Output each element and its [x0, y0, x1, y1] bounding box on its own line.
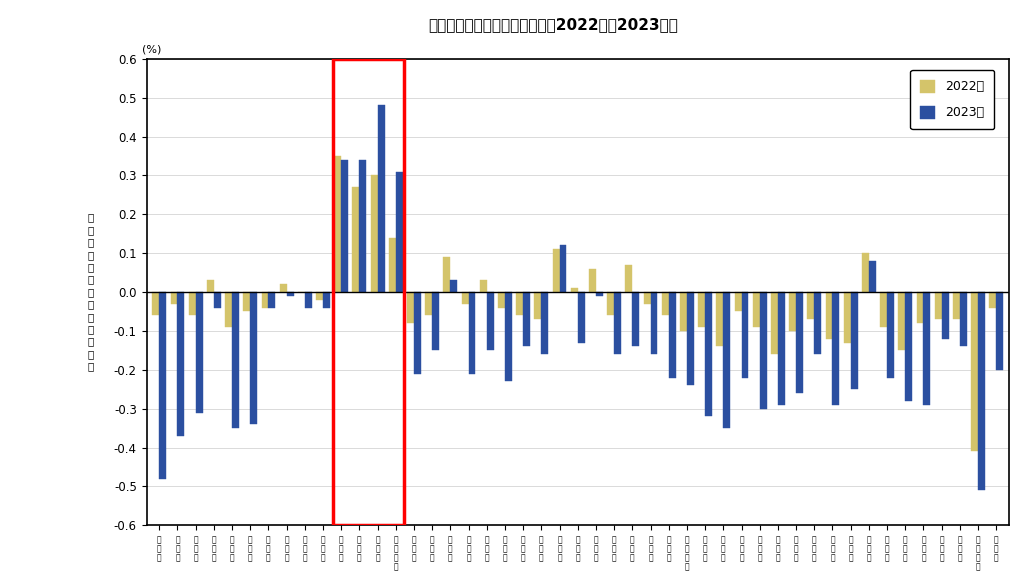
Bar	[753, 292, 760, 327]
Bar	[443, 257, 451, 292]
Bar	[734, 292, 741, 312]
Bar	[535, 292, 542, 319]
Bar	[916, 292, 924, 323]
Bar	[160, 292, 166, 479]
Bar	[680, 292, 687, 331]
Bar	[807, 292, 814, 319]
Bar	[607, 292, 614, 315]
Bar	[469, 292, 475, 374]
Bar	[833, 292, 840, 405]
Bar	[486, 292, 494, 350]
Bar	[244, 292, 250, 312]
Bar	[207, 280, 214, 292]
Bar	[462, 292, 469, 304]
Bar	[153, 292, 160, 315]
Bar	[333, 59, 403, 525]
Bar	[261, 292, 268, 308]
Bar	[578, 292, 585, 343]
Bar	[953, 292, 959, 319]
Legend: 2022年, 2023年: 2022年, 2023年	[910, 70, 994, 130]
Bar	[633, 292, 639, 346]
Bar	[959, 292, 967, 346]
Bar	[553, 249, 559, 292]
Text: 図３　都道府県別転入超過率（2022年、2023年）: 図３ 都道府県別転入超過率（2022年、2023年）	[428, 18, 678, 33]
Bar	[669, 292, 676, 377]
Bar	[268, 292, 275, 308]
Bar	[862, 253, 869, 292]
Bar	[851, 292, 858, 389]
Bar	[559, 246, 566, 292]
Bar	[432, 292, 439, 350]
Bar	[323, 292, 330, 308]
Bar	[352, 187, 359, 292]
Bar	[687, 292, 694, 386]
Bar	[177, 292, 184, 436]
Bar	[214, 292, 221, 308]
Bar	[905, 292, 912, 401]
Bar	[188, 292, 196, 315]
Bar	[589, 269, 596, 292]
Bar	[650, 292, 657, 355]
Bar	[706, 292, 712, 417]
Bar	[614, 292, 622, 355]
Bar	[378, 105, 385, 292]
Bar	[989, 292, 996, 308]
Bar	[971, 292, 978, 451]
Bar	[305, 292, 311, 308]
Bar	[723, 292, 730, 428]
Bar	[924, 292, 931, 405]
Bar	[171, 292, 177, 304]
Bar	[881, 292, 887, 327]
Bar	[480, 280, 486, 292]
Bar	[978, 292, 985, 490]
Bar	[316, 292, 323, 300]
Bar	[523, 292, 530, 346]
Bar	[626, 265, 633, 292]
Bar	[935, 292, 942, 319]
Text: (%): (%)	[142, 44, 162, 54]
Bar	[425, 292, 432, 315]
Bar	[414, 292, 421, 374]
Bar	[741, 292, 749, 377]
Bar	[717, 292, 723, 346]
Bar	[771, 292, 778, 355]
Bar	[825, 292, 833, 339]
Bar	[232, 292, 239, 428]
Bar	[389, 238, 396, 292]
Bar	[359, 160, 367, 292]
Bar	[334, 156, 341, 292]
Bar	[596, 292, 603, 296]
Bar	[869, 261, 876, 292]
Bar	[371, 175, 378, 292]
Bar	[570, 288, 578, 292]
Bar	[498, 292, 505, 308]
Bar	[778, 292, 784, 405]
Bar	[408, 292, 414, 323]
Bar	[898, 292, 905, 350]
Bar	[250, 292, 257, 424]
Bar	[698, 292, 706, 327]
Bar	[542, 292, 548, 355]
Bar	[451, 280, 458, 292]
Bar	[341, 160, 348, 292]
Bar	[844, 292, 851, 343]
Bar	[760, 292, 767, 408]
Bar	[516, 292, 523, 315]
Bar	[505, 292, 512, 381]
Bar	[796, 292, 803, 393]
Bar	[287, 292, 294, 296]
Bar	[996, 292, 1004, 370]
Bar	[942, 292, 948, 339]
Bar	[814, 292, 821, 355]
Bar	[225, 292, 232, 327]
Bar	[280, 284, 287, 292]
Bar	[396, 172, 402, 292]
Text: 転
入
超
過
率
（
）
は
転
出
超
過
率: 転 入 超 過 率 （ ） は 転 出 超 過 率	[87, 213, 93, 372]
Bar	[644, 292, 650, 304]
Bar	[196, 292, 203, 413]
Bar	[790, 292, 796, 331]
Bar	[662, 292, 669, 315]
Bar	[887, 292, 894, 377]
